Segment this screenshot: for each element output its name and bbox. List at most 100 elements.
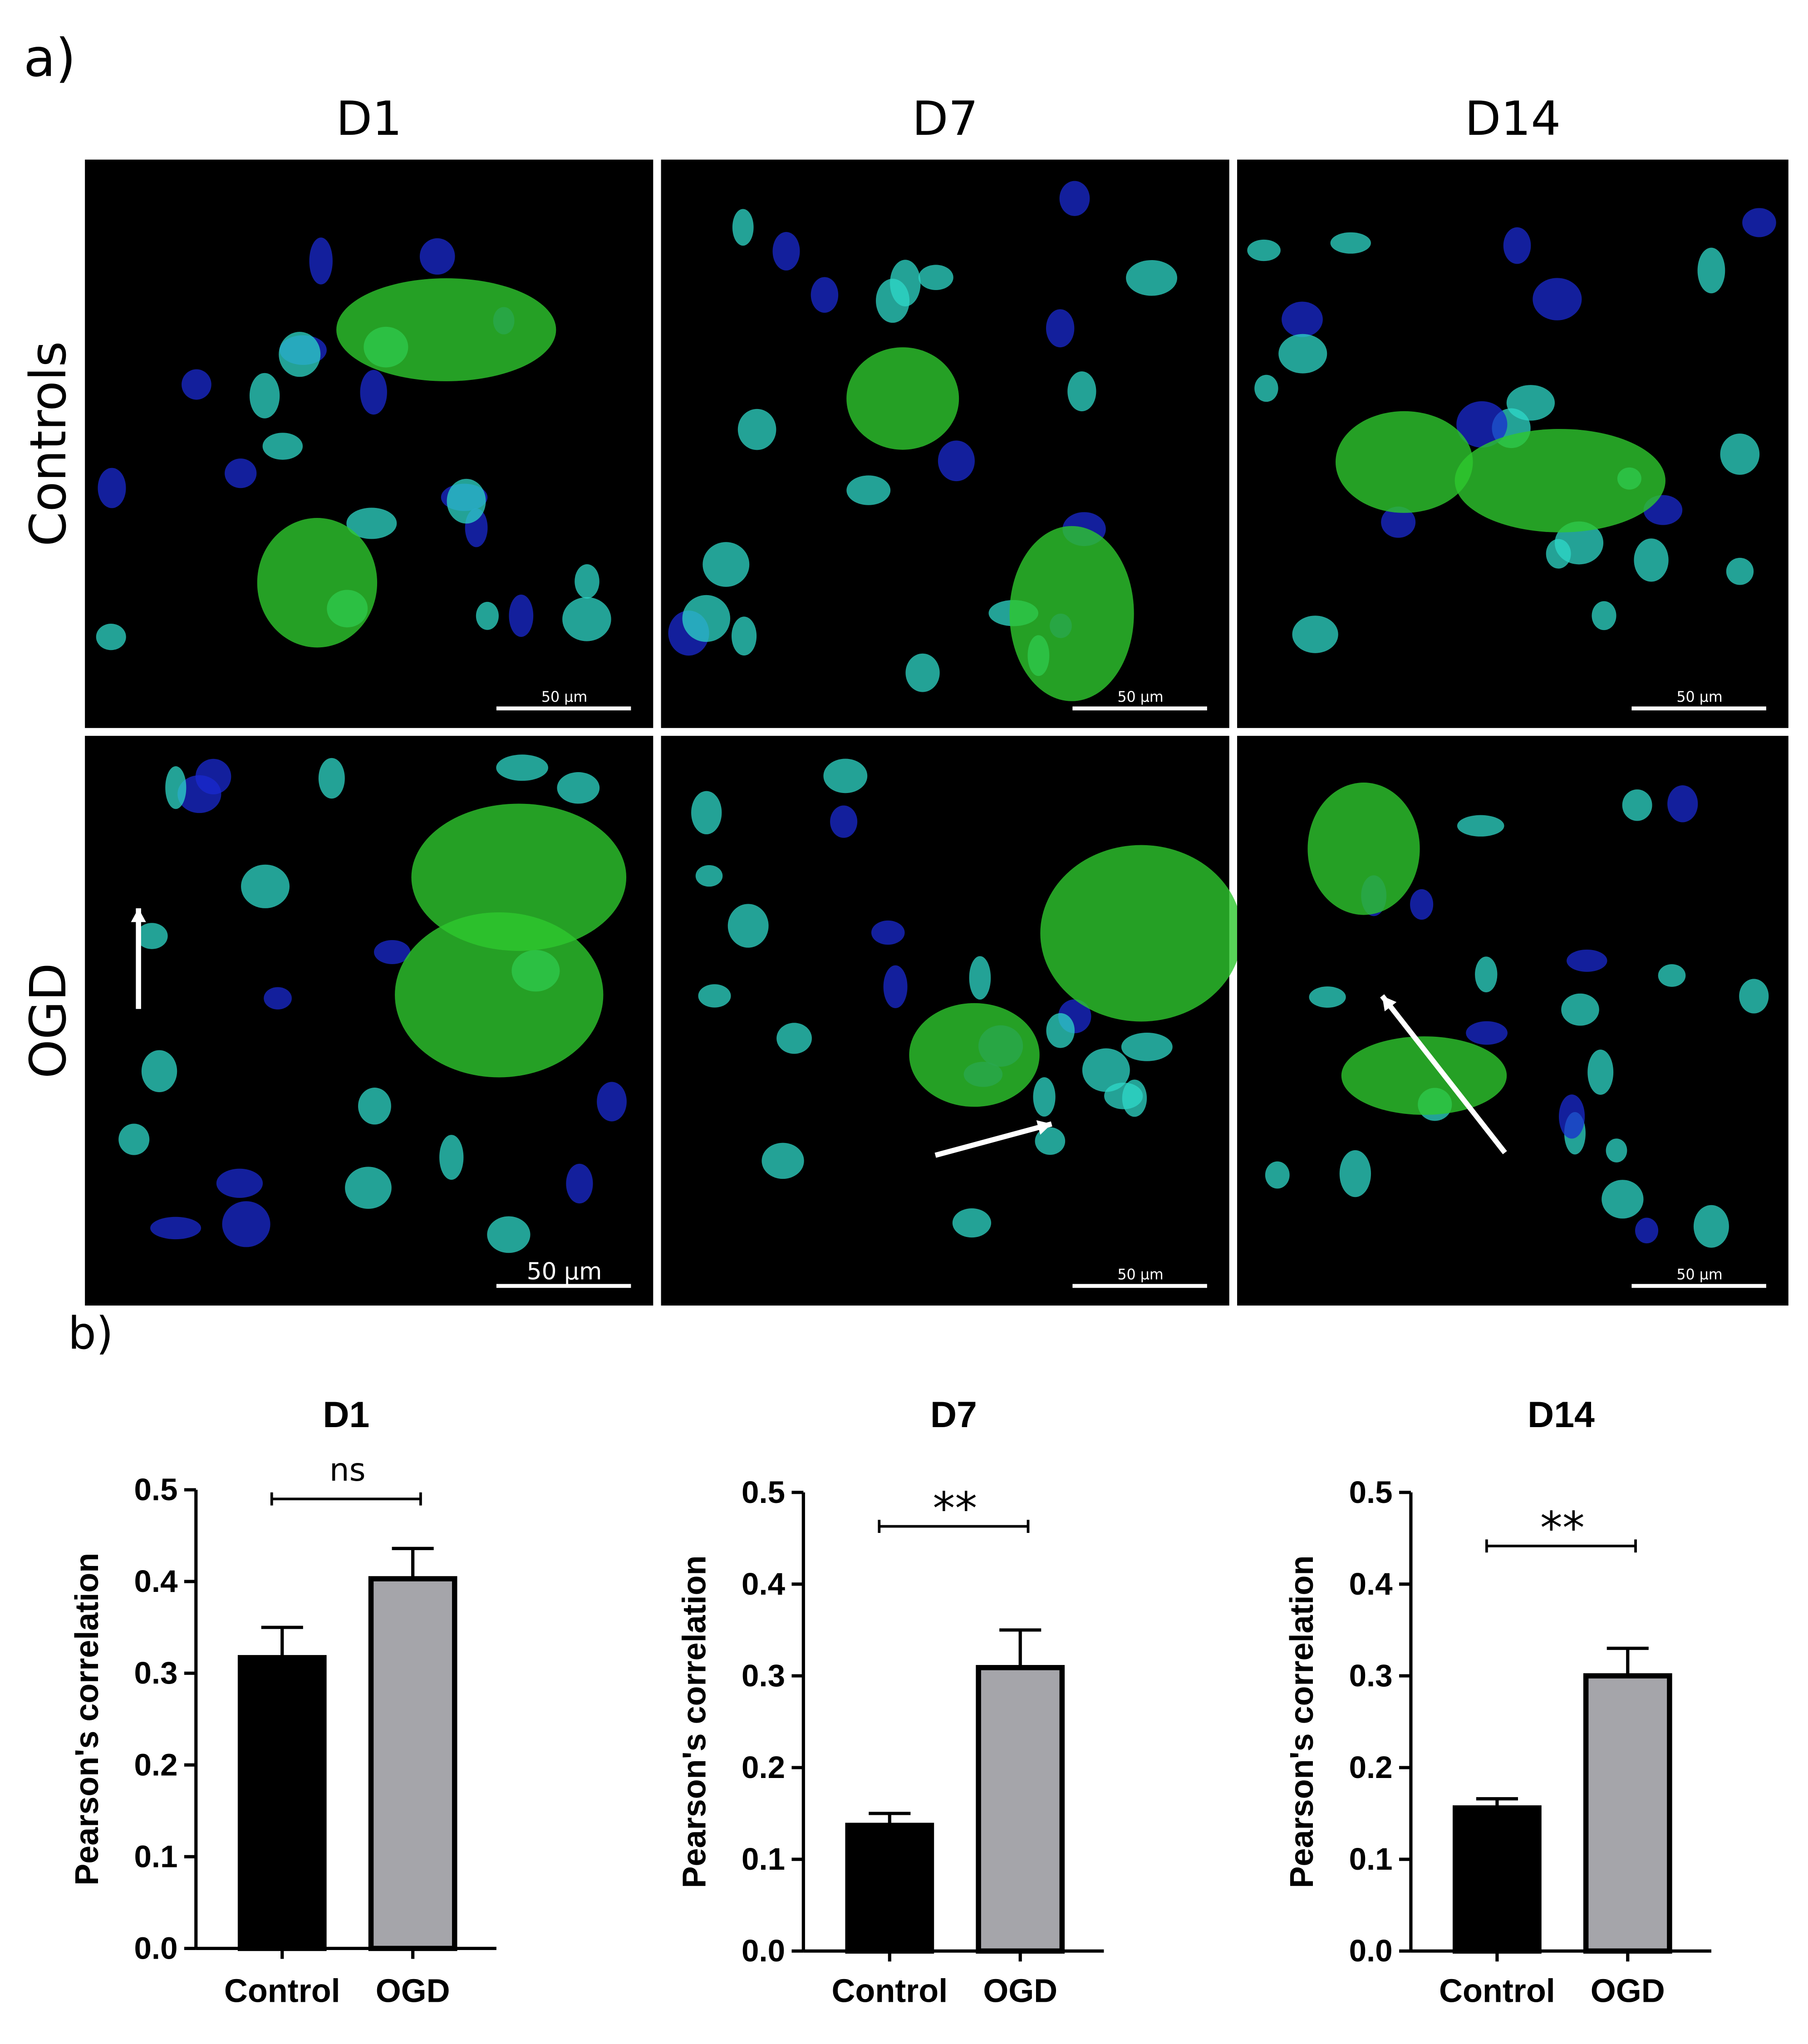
x-tick-label: OGD	[983, 1973, 1057, 2009]
bar	[845, 1822, 934, 1954]
cell-blob	[1254, 374, 1278, 402]
cell-blob	[762, 1143, 804, 1179]
row-label: Controls	[19, 341, 77, 547]
cell-body	[1336, 411, 1473, 513]
cell-blob	[1559, 1094, 1585, 1139]
cell-body	[336, 278, 556, 381]
arrow	[934, 1121, 1052, 1158]
cell-blob	[1622, 789, 1652, 821]
cell-blob	[241, 864, 290, 908]
cell-blob	[1546, 539, 1571, 569]
cell-blob	[1587, 1049, 1614, 1095]
cell-body	[909, 1003, 1040, 1107]
cell-blob	[476, 601, 499, 630]
cell-blob	[216, 1168, 263, 1198]
cell-blob	[1592, 601, 1616, 630]
y-tick-label: 0.1	[742, 1841, 785, 1877]
cell-blob	[890, 260, 921, 306]
y-axis-label: Pearson's correlation	[69, 1553, 105, 1886]
cell-blob	[1126, 260, 1178, 296]
y-tick-label: 0.5	[742, 1474, 785, 1510]
x-tick-label: Control	[224, 1973, 340, 2009]
arrow-head	[1036, 1120, 1052, 1135]
bar	[237, 1655, 327, 1951]
cell-blob	[1339, 1150, 1371, 1197]
cell-blob	[150, 1217, 201, 1240]
cell-blob	[562, 597, 611, 641]
cell-blob	[1282, 301, 1323, 337]
cell-blob	[969, 956, 991, 1000]
y-axis-label: Pearson's correlation	[1284, 1556, 1320, 1888]
cell-blob	[1067, 371, 1096, 412]
cell-blob	[575, 564, 599, 599]
cell-blob	[1033, 1077, 1056, 1117]
cell-blob	[177, 775, 221, 813]
cell-body	[257, 518, 378, 648]
cell-blob	[1634, 538, 1669, 582]
cell-blob	[597, 1082, 627, 1122]
cell-blob	[225, 458, 257, 488]
cell-blob	[732, 209, 754, 246]
cell-blob	[222, 1201, 270, 1247]
cell-blob	[1410, 889, 1434, 920]
cell-blob	[309, 237, 333, 285]
x-tick-label: OGD	[376, 1973, 450, 2009]
cell-blob	[1533, 278, 1582, 320]
cell-blob	[374, 940, 411, 965]
y-tick-label: 0.3	[1349, 1658, 1393, 1693]
y-tick-label: 0.5	[1349, 1474, 1393, 1510]
panel-label: b)	[68, 1308, 113, 1359]
cell-blob	[952, 1208, 992, 1238]
cell-body	[1454, 429, 1666, 532]
y-tick-label: 0.4	[134, 1563, 178, 1599]
cell-blob	[682, 595, 731, 642]
scale-bar-label: 50 µm	[1117, 689, 1163, 705]
cell-blob	[1720, 433, 1760, 475]
row-label: OGD	[19, 963, 77, 1079]
cell-body	[411, 803, 627, 951]
cell-blob	[1667, 785, 1698, 823]
significance-label: ns	[329, 1452, 366, 1488]
cell-blob	[727, 904, 769, 948]
chart-title: D14	[1528, 1394, 1595, 1435]
cell-blob	[695, 865, 723, 887]
scale-bar-label: 50 µm	[1676, 1267, 1722, 1283]
cell-body	[395, 912, 604, 1078]
cell-blob	[772, 231, 800, 271]
cell-blob	[691, 791, 722, 835]
cell-blob	[1697, 247, 1725, 294]
x-tick-label: OGD	[1591, 1973, 1665, 2009]
cell-blob	[1561, 993, 1599, 1026]
arrow	[1380, 994, 1507, 1154]
scale-bar-label: 50 µm	[1117, 1267, 1163, 1283]
cell-blob	[1247, 239, 1281, 261]
chart-title: D7	[930, 1394, 977, 1435]
cell-blob	[871, 920, 905, 945]
cell-blob	[182, 369, 211, 400]
cell-blob	[918, 265, 953, 291]
chart-title: D1	[323, 1394, 369, 1435]
cell-blob	[1309, 986, 1346, 1008]
scale-bar-label: 50 µm	[1676, 689, 1722, 705]
significance-label: **	[933, 1483, 977, 1535]
cell-body	[1341, 1036, 1507, 1115]
cell-blob	[1606, 1138, 1627, 1162]
cell-blob	[1104, 1083, 1143, 1109]
x-tick-label: Control	[1439, 1973, 1555, 2009]
cell-blob	[1330, 232, 1371, 254]
cell-blob	[1503, 227, 1531, 264]
column-label: D7	[912, 92, 978, 146]
cell-blob	[1265, 1161, 1290, 1189]
scale-bar-label: 50 µm	[541, 689, 587, 705]
cell-blob	[1693, 1205, 1729, 1248]
cell-blob	[1658, 964, 1686, 987]
cell-blob	[439, 1135, 464, 1180]
cell-blob	[136, 923, 168, 949]
cell-blob	[557, 772, 600, 804]
cell-blob	[776, 1023, 812, 1054]
micrograph	[85, 159, 653, 728]
bar	[976, 1665, 1065, 1954]
y-tick-label: 0.0	[134, 1930, 177, 1965]
cell-blob	[846, 475, 891, 505]
